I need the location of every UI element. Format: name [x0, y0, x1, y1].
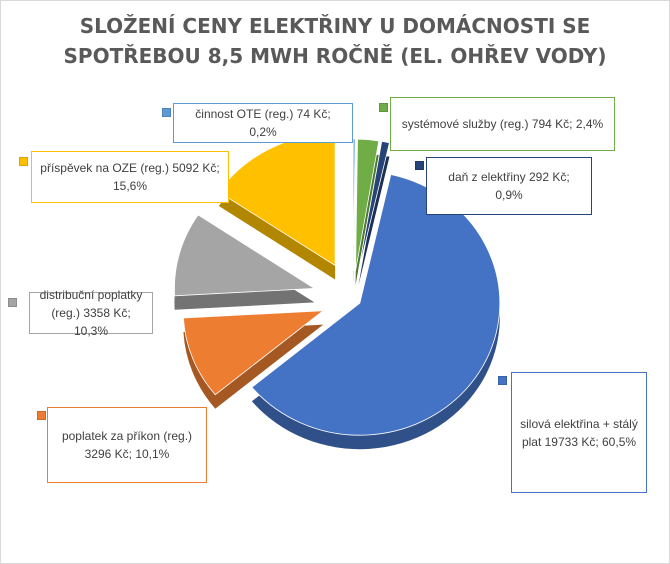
pie-slice-dan-z-elektriny [358, 140, 390, 272]
chart-title-line-2: SPOTŘEBOU 8,5 MWH ROČNĚ (EL. OHŘEV VODY) [63, 44, 607, 68]
chart-title: SLOŽENÍ CENY ELEKTŘINY U DOMÁCNOSTI SE S… [1, 11, 669, 71]
label-silova-elektrina: silová elektřina + stálý plat 19733 Kč; … [511, 372, 647, 493]
pie-slice-systemove-sluzby [355, 138, 380, 272]
label-poplatek-za-prikon: poplatek za příkon (reg.) 3296 Kč; 10,1% [47, 407, 207, 483]
label-cinnost-ote: činnost OTE (reg.) 74 Kč; 0,2% [173, 103, 353, 143]
legend-key-systemove-sluzby [379, 103, 388, 112]
legend-key-poplatek-za-prikon [37, 411, 46, 420]
pie-slice-cinnost-ote [352, 138, 356, 272]
pie-slice-side-dan-z-elektriny [358, 155, 390, 286]
pie-slice-distribucni-poplatky [174, 214, 316, 297]
legend-key-silova-elektrina [498, 376, 507, 385]
label-prispevek-na-oze: příspěvek na OZE (reg.) 5092 Kč; 15,6% [31, 151, 229, 203]
legend-key-dan-z-elektriny [415, 161, 424, 170]
legend-key-distribucni-poplatky [8, 298, 17, 307]
chart-title-line-1: SLOŽENÍ CENY ELEKTŘINY U DOMÁCNOSTI SE [79, 14, 591, 38]
pie-slice-poplatek-za-prikon [182, 310, 325, 396]
label-distribucni-poplatky: distribuční poplatky (reg.) 3358 Kč; 10,… [29, 288, 153, 338]
label-dan-z-elektriny: daň z elektřiny 292 Kč; 0,9% [426, 157, 592, 215]
legend-key-cinnost-ote [162, 108, 171, 117]
label-systemove-sluzby: systémové služby (reg.) 794 Kč; 2,4% [390, 97, 615, 151]
legend-key-prispevek-na-oze [19, 157, 28, 166]
